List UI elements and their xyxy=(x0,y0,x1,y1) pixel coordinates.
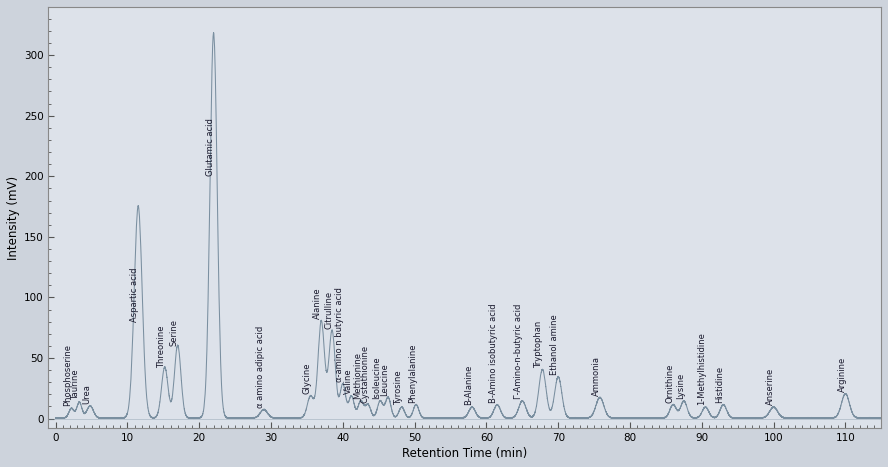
Text: Tryptophan: Tryptophan xyxy=(535,320,543,368)
Text: Alanine: Alanine xyxy=(313,288,322,319)
Text: Leucine: Leucine xyxy=(380,363,389,396)
Text: Ornithine: Ornithine xyxy=(665,363,674,403)
X-axis label: Retention Time (min): Retention Time (min) xyxy=(402,447,527,460)
Text: Arginine: Arginine xyxy=(837,357,846,392)
Text: Threonine: Threonine xyxy=(157,325,166,368)
Text: Phenylalanine: Phenylalanine xyxy=(408,343,417,403)
Text: α-amino n butyric acid: α-amino n butyric acid xyxy=(335,287,344,382)
Text: Cystathionine: Cystathionine xyxy=(360,345,369,403)
Text: Ammonia: Ammonia xyxy=(592,355,601,396)
Text: Glycine: Glycine xyxy=(303,363,312,394)
Y-axis label: Intensity (mV): Intensity (mV) xyxy=(7,176,20,260)
Text: Histidine: Histidine xyxy=(716,366,725,403)
Text: Lysine: Lysine xyxy=(676,373,685,399)
Text: B-Alanine: B-Alanine xyxy=(464,365,473,405)
Text: Ethanol amine: Ethanol amine xyxy=(551,314,559,375)
Text: Methionine: Methionine xyxy=(353,352,361,399)
Text: Γ-Amino-n-butyric acid: Γ-Amino-n-butyric acid xyxy=(514,304,523,399)
Text: 1-Methylhistidine: 1-Methylhistidine xyxy=(697,333,707,405)
Text: Anserine: Anserine xyxy=(765,368,774,405)
Text: Taurine: Taurine xyxy=(71,370,81,400)
Text: Tyrosine: Tyrosine xyxy=(393,371,403,405)
Text: Citrulline: Citrulline xyxy=(324,291,333,329)
Text: Urea: Urea xyxy=(83,384,91,404)
Text: Phosphoserine: Phosphoserine xyxy=(64,345,73,406)
Text: Aspartic acid: Aspartic acid xyxy=(131,267,139,322)
Text: Valine: Valine xyxy=(344,369,353,394)
Text: B-Amino isobutyric acid: B-Amino isobutyric acid xyxy=(489,303,498,403)
Text: α amino adipic acid: α amino adipic acid xyxy=(256,325,265,408)
Text: Isoleucine: Isoleucine xyxy=(372,357,381,399)
Text: Serine: Serine xyxy=(170,319,178,346)
Text: Glutamic acid: Glutamic acid xyxy=(206,119,215,176)
